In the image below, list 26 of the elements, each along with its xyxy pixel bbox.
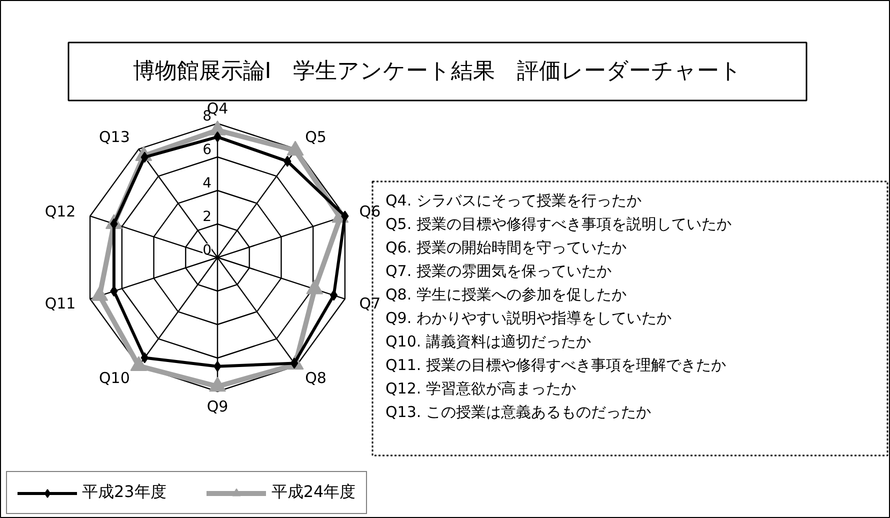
text: Q5. 授業の目標や修得すべき事項を説明していたか [386, 215, 732, 233]
spoke-label: Q8 [305, 369, 326, 388]
y-tick-label: 4 [202, 176, 212, 192]
y-tick-label: 6 [202, 142, 212, 158]
text: Q7. 授業の雰囲気を保っていたか [386, 262, 612, 280]
spoke-label: Q10 [98, 369, 130, 388]
text: Q10. 講義資料は適切だったか [386, 332, 591, 350]
spoke-label: Q9 [206, 398, 228, 416]
legend-label: 平成24年度 [271, 482, 356, 503]
text: Q13. この授業は意義あるものだったか [386, 403, 651, 421]
spoke-label: Q6 [359, 202, 381, 220]
y-tick-label: 2 [202, 209, 212, 225]
spoke-label: Q5 [305, 128, 326, 146]
spoke-label: Q13 [98, 128, 130, 146]
text: Q12. 学習意欲が高まったか [386, 380, 576, 398]
text: Q9. わかりやすい説明や指導をしていたか [386, 309, 672, 327]
legend-label: 平成23年度 [82, 482, 166, 503]
spoke-label: Q11 [44, 294, 76, 313]
text: Q8. 学生に授業への参加を促したか [386, 286, 626, 304]
text: Q4. シラバスにそって授業を行ったか [386, 192, 642, 210]
spoke-label: Q12 [44, 202, 76, 220]
text: 博物館展示論Ⅰ 学生アンケート結果 評価レーダーチャート [132, 59, 742, 84]
spoke-label: Q7 [359, 294, 381, 313]
text: Q6. 授業の開始時間を守っていたか [386, 238, 626, 256]
text: Q11. 授業の目標や修得すべき事項を理解できたか [386, 356, 726, 374]
y-tick-label: 0 [202, 242, 212, 258]
